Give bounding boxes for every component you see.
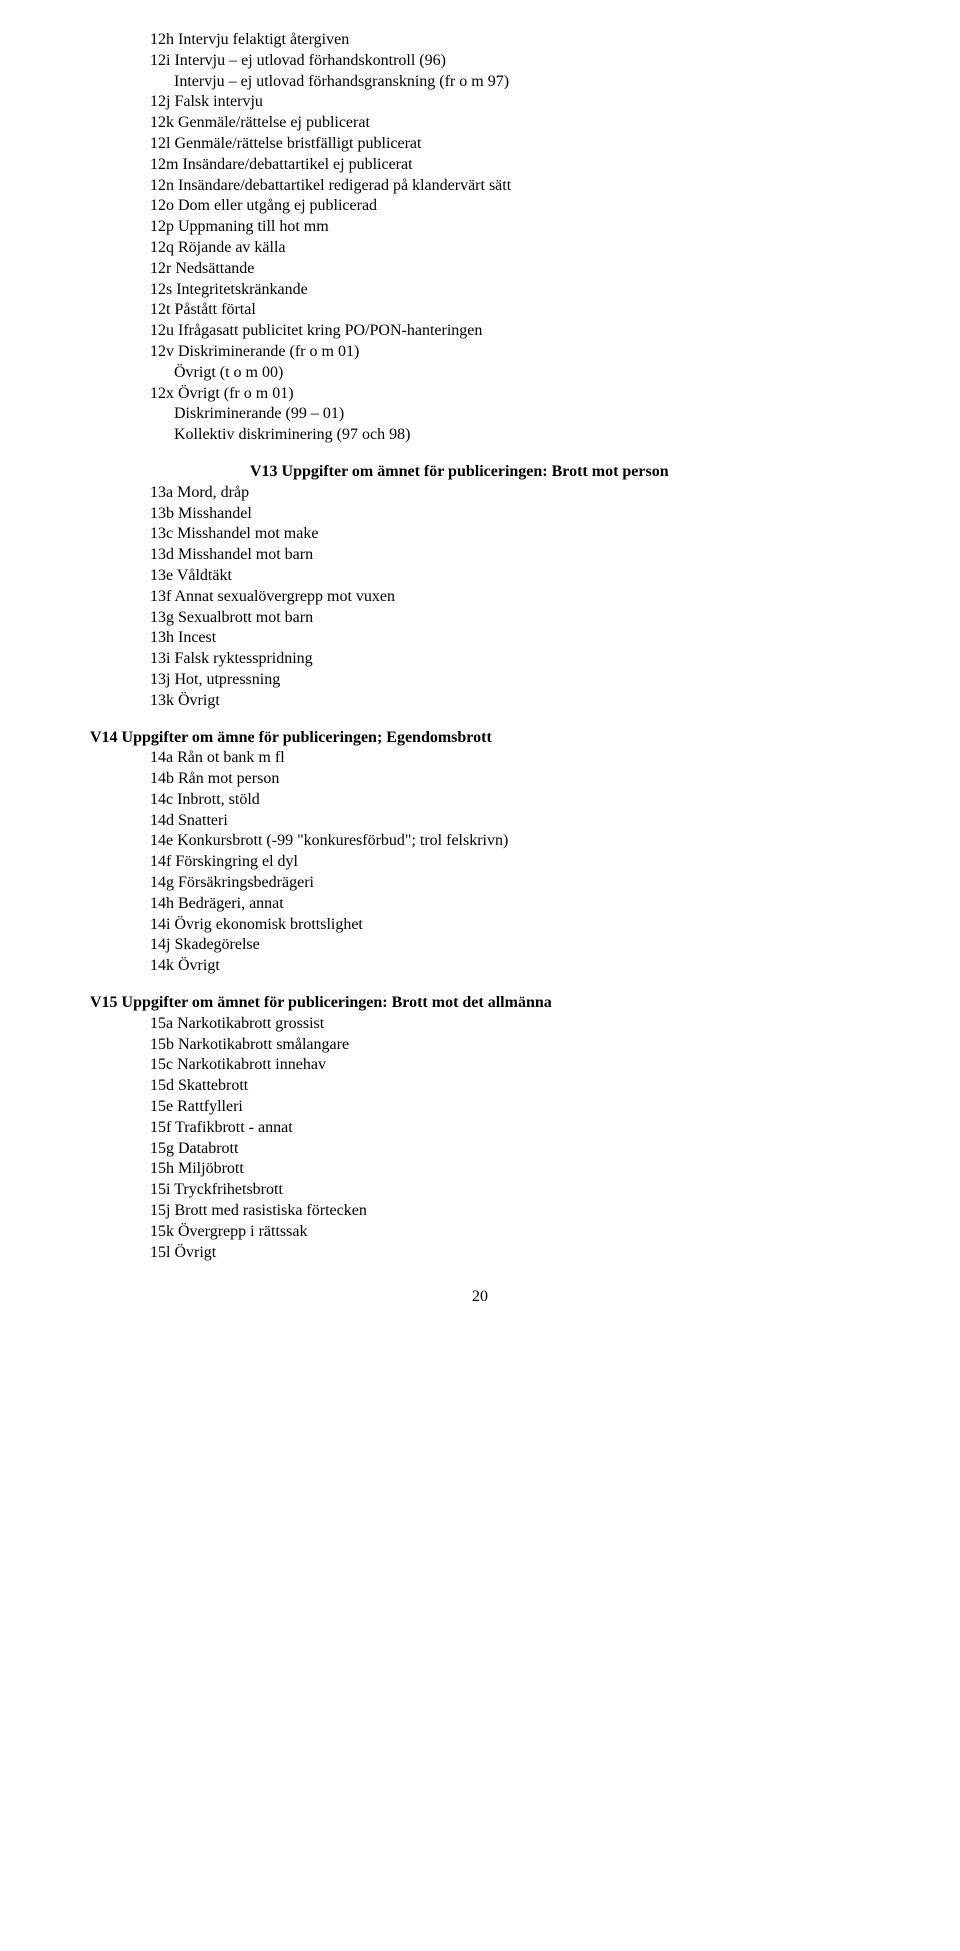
v15-block: V15 Uppgifter om ämnet för publiceringen…	[90, 993, 870, 1263]
list-item: 13d Misshandel mot barn	[90, 545, 870, 566]
list-item: Kollektiv diskriminering (97 och 98)	[90, 425, 870, 446]
list-item: 12x Övrigt (fr o m 01)	[90, 384, 870, 405]
list-item: 13b Misshandel	[90, 504, 870, 525]
list-item: 15e Rattfylleri	[90, 1097, 870, 1118]
page-number: 20	[90, 1287, 870, 1308]
list-item: 13h Incest	[90, 628, 870, 649]
document-page: 12h Intervju felaktigt återgiven 12i Int…	[0, 0, 960, 1338]
spacer	[90, 712, 870, 728]
list-item: 14f Förskingring el dyl	[90, 852, 870, 873]
list-item: 12n Insändare/debattartikel redigerad på…	[90, 176, 870, 197]
list-item: 12r Nedsättande	[90, 259, 870, 280]
list-item: 13e Våldtäkt	[90, 566, 870, 587]
list-item: 12o Dom eller utgång ej publicerad	[90, 196, 870, 217]
list-item: 15f Trafikbrott - annat	[90, 1118, 870, 1139]
v15-heading: V15 Uppgifter om ämnet för publiceringen…	[90, 993, 870, 1014]
list-item: 12u Ifrågasatt publicitet kring PO/PON-h…	[90, 321, 870, 342]
list-item: 15d Skattebrott	[90, 1076, 870, 1097]
list-item: 15c Narkotikabrott innehav	[90, 1055, 870, 1076]
list-item: 12i Intervju – ej utlovad förhandskontro…	[90, 51, 870, 72]
list-item: 12l Genmäle/rättelse bristfälligt public…	[90, 134, 870, 155]
list-item: 12p Uppmaning till hot mm	[90, 217, 870, 238]
list-item: 12m Insändare/debattartikel ej publicera…	[90, 155, 870, 176]
list-item: 15i Tryckfrihetsbrott	[90, 1180, 870, 1201]
list-item: Övrigt (t o m 00)	[90, 363, 870, 384]
spacer	[90, 977, 870, 993]
list-item: 12j Falsk intervju	[90, 92, 870, 113]
list-item: 14g Försäkringsbedrägeri	[90, 873, 870, 894]
list-item: 13i Falsk ryktesspridning	[90, 649, 870, 670]
list-item: 13c Misshandel mot make	[90, 524, 870, 545]
list-item: 14j Skadegörelse	[90, 935, 870, 956]
list-item: 13k Övrigt	[90, 691, 870, 712]
list-item: 15k Övergrepp i rättssak	[90, 1222, 870, 1243]
list-item: 13a Mord, dråp	[90, 483, 870, 504]
list-item: 14a Rån ot bank m fl	[90, 748, 870, 769]
list-item: 12q Röjande av källa	[90, 238, 870, 259]
list-item: Intervju – ej utlovad förhandsgranskning…	[90, 72, 870, 93]
list-item: 15j Brott med rasistiska förtecken	[90, 1201, 870, 1222]
list-item: 15l Övrigt	[90, 1243, 870, 1264]
list-item: 12s Integritetskränkande	[90, 280, 870, 301]
list-item: 12t Påstått förtal	[90, 300, 870, 321]
list-item: 14i Övrig ekonomisk brottslighet	[90, 915, 870, 936]
list-item: 15g Databrott	[90, 1139, 870, 1160]
list-item: 15a Narkotikabrott grossist	[90, 1014, 870, 1035]
v13-block: V13 Uppgifter om ämnet för publiceringen…	[90, 462, 870, 712]
v14-heading: V14 Uppgifter om ämne för publiceringen;…	[90, 728, 870, 749]
list-item: 14d Snatteri	[90, 811, 870, 832]
list-item: 13f Annat sexualövergrepp mot vuxen	[90, 587, 870, 608]
list-item: 12h Intervju felaktigt återgiven	[90, 30, 870, 51]
v13-heading: V13 Uppgifter om ämnet för publiceringen…	[90, 462, 870, 483]
list-item: 14b Rån mot person	[90, 769, 870, 790]
list-item: 14h Bedrägeri, annat	[90, 894, 870, 915]
list-item: 13g Sexualbrott mot barn	[90, 608, 870, 629]
list-item: 14e Konkursbrott (-99 "konkuresförbud"; …	[90, 831, 870, 852]
list-item: 14c Inbrott, stöld	[90, 790, 870, 811]
list-item: 12k Genmäle/rättelse ej publicerat	[90, 113, 870, 134]
list-item: 12v Diskriminerande (fr o m 01)	[90, 342, 870, 363]
spacer	[90, 446, 870, 462]
v12-continuation-block: 12h Intervju felaktigt återgiven 12i Int…	[90, 30, 870, 446]
list-item: Diskriminerande (99 – 01)	[90, 404, 870, 425]
list-item: 13j Hot, utpressning	[90, 670, 870, 691]
v14-block: V14 Uppgifter om ämne för publiceringen;…	[90, 728, 870, 978]
list-item: 15b Narkotikabrott smålangare	[90, 1035, 870, 1056]
list-item: 15h Miljöbrott	[90, 1159, 870, 1180]
list-item: 14k Övrigt	[90, 956, 870, 977]
